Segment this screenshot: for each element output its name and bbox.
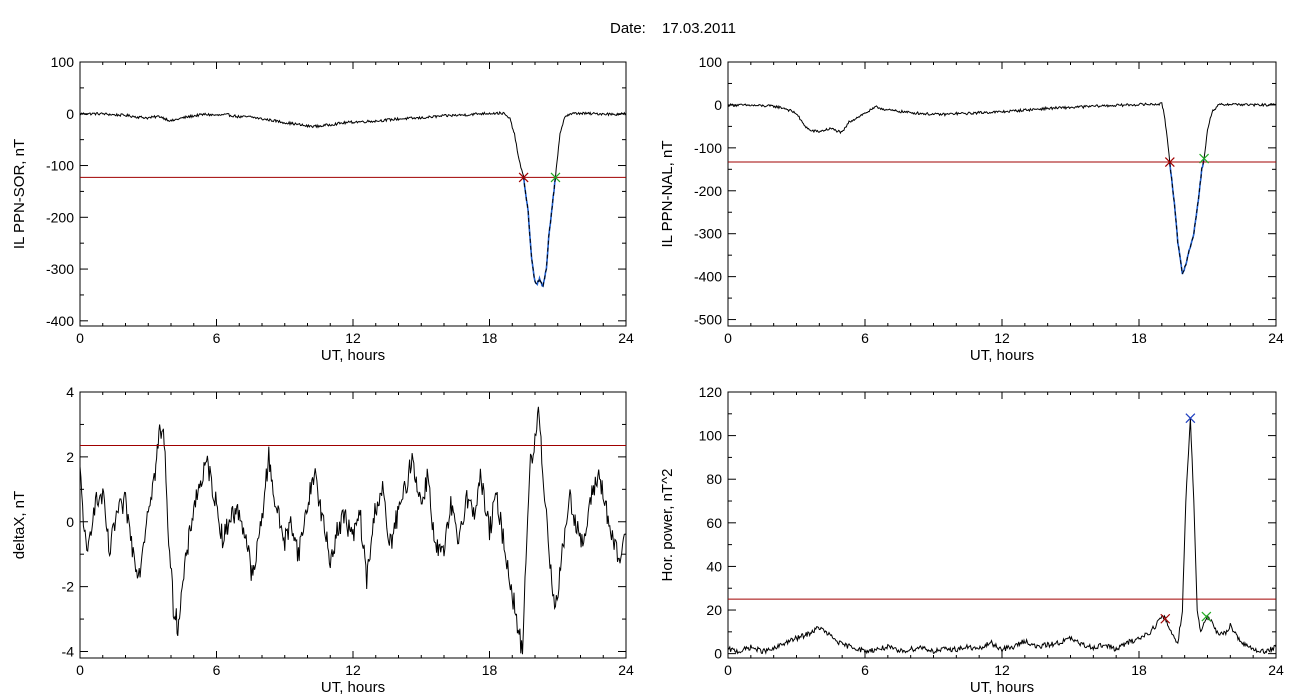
x-tick-label: 0 xyxy=(76,662,84,678)
y-tick-label: -100 xyxy=(694,140,722,156)
end-marker xyxy=(1201,611,1212,622)
x-tick-label: 18 xyxy=(482,662,498,678)
start-marker xyxy=(1160,613,1171,624)
plot-area xyxy=(728,102,1276,275)
series-line xyxy=(80,110,626,287)
x-tick-label: 6 xyxy=(213,330,221,346)
y-tick-label: 100 xyxy=(699,54,723,70)
x-tick-label: 18 xyxy=(482,330,498,346)
y-tick-label: 100 xyxy=(51,54,75,70)
y-tick-label: 20 xyxy=(706,602,722,618)
y-axis-label: IL PPN-NAL, nT xyxy=(659,141,676,248)
panel-hor-power: 0 6 12 18 24 0 20 40 60 80 100 120 UT, hours Hor. pow… xyxy=(659,384,1284,696)
plot-area xyxy=(80,406,626,655)
event-highlight-line xyxy=(1169,157,1205,275)
x-tick-label: 12 xyxy=(994,330,1010,346)
y-tick-label: -100 xyxy=(46,158,74,174)
series-line xyxy=(80,406,626,655)
start-marker xyxy=(1164,157,1175,167)
y-tick-label: 80 xyxy=(706,471,722,487)
y-tick-label: 100 xyxy=(699,428,723,444)
plot-area xyxy=(728,417,1276,655)
x-tick-label: 24 xyxy=(618,662,634,678)
series-line xyxy=(728,102,1276,275)
marker-stroke xyxy=(518,172,529,183)
series-line xyxy=(728,417,1276,655)
panel-il-ppn-sor: 0 6 12 18 24 -400 -300 -200 -100 0 100 UT, hours IL … xyxy=(11,54,634,364)
x-axis-label: UT, hours xyxy=(321,347,385,364)
y-tick-label: 40 xyxy=(706,558,722,574)
y-tick-label: 120 xyxy=(699,384,723,400)
plot-frame xyxy=(727,391,1277,659)
y-tick-label: -200 xyxy=(694,183,722,199)
y-tick-label: 0 xyxy=(714,97,722,113)
plot-area xyxy=(80,110,626,288)
end-marker xyxy=(1199,153,1209,164)
marker-stroke xyxy=(1201,611,1212,622)
y-tick-label: 2 xyxy=(66,449,74,465)
plot-frame xyxy=(727,61,1277,327)
end-marker xyxy=(550,172,561,183)
x-axis-label: UT, hours xyxy=(970,347,1034,364)
x-tick-label: 18 xyxy=(1131,662,1147,678)
x-tick-label: 12 xyxy=(994,662,1010,678)
y-axis-label: IL PPN-SOR, nT xyxy=(11,139,28,249)
peak-marker xyxy=(1185,413,1196,424)
event-highlight-dash xyxy=(1169,157,1205,275)
y-axis-label: deltaX, nT xyxy=(11,491,28,559)
y-tick-label: 0 xyxy=(66,514,74,530)
event-highlight-dash xyxy=(523,176,556,287)
x-tick-label: 24 xyxy=(1268,330,1284,346)
x-tick-label: 0 xyxy=(724,330,732,346)
x-tick-label: 12 xyxy=(345,330,361,346)
x-tick-label: 6 xyxy=(861,662,869,678)
x-tick-label: 24 xyxy=(618,330,634,346)
x-tick-label: 6 xyxy=(213,662,221,678)
x-tick-label: 6 xyxy=(861,330,869,346)
marker-stroke xyxy=(550,172,561,183)
y-tick-label: -300 xyxy=(694,226,722,242)
y-tick-label: -2 xyxy=(62,579,75,595)
x-tick-label: 0 xyxy=(724,662,732,678)
x-tick-label: 24 xyxy=(1268,662,1284,678)
x-tick-label: 12 xyxy=(345,662,361,678)
y-tick-label: -400 xyxy=(694,269,722,285)
y-tick-label: -200 xyxy=(46,209,74,225)
y-axis-label: Hor. power, nT^2 xyxy=(659,469,676,582)
y-tick-label: -4 xyxy=(62,644,75,660)
y-tick-label: -300 xyxy=(46,261,74,277)
y-tick-label: -400 xyxy=(46,313,74,329)
event-highlight-line xyxy=(522,176,557,288)
marker-stroke xyxy=(1164,157,1175,167)
y-tick-label: 0 xyxy=(66,106,74,122)
panel-il-ppn-nal: 0 6 12 18 24 -500 -400 -300 -200 -100 0 100 UT, hour… xyxy=(659,54,1284,364)
x-axis-label: UT, hours xyxy=(970,679,1034,696)
plot-frame xyxy=(79,61,627,327)
x-tick-label: 18 xyxy=(1131,330,1147,346)
y-tick-label: 60 xyxy=(706,515,722,531)
y-tick-label: 4 xyxy=(66,384,74,400)
marker-stroke xyxy=(1160,613,1171,624)
marker-stroke xyxy=(1185,413,1196,424)
y-tick-label: -500 xyxy=(694,312,722,328)
x-axis-label: UT, hours xyxy=(321,679,385,696)
date-value: 17.03.2011 xyxy=(662,20,736,37)
x-tick-label: 0 xyxy=(76,330,84,346)
y-tick-label: 0 xyxy=(714,646,722,662)
date-label: Date: xyxy=(610,20,646,37)
start-marker xyxy=(518,172,529,183)
marker-stroke xyxy=(1199,153,1209,164)
